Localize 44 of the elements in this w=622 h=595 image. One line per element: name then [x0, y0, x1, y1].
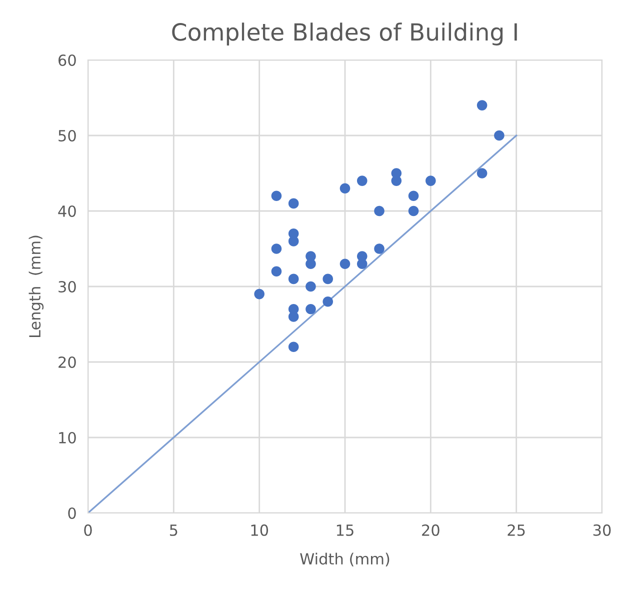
y-tick-label: 10 [59, 432, 76, 444]
x-axis-title: Width (mm) [300, 552, 390, 566]
x-tick-label: 20 [422, 524, 440, 536]
x-tick-label: 10 [251, 524, 268, 536]
point [374, 244, 384, 254]
point [340, 258, 350, 269]
y-tick-label: 60 [58, 54, 76, 66]
point [288, 198, 299, 209]
y-tick-label: 30 [58, 280, 76, 293]
point [426, 176, 436, 186]
y-tick-label: 40 [58, 205, 76, 218]
point [322, 274, 334, 284]
y-tick-label: 20 [58, 356, 76, 368]
point [408, 190, 419, 202]
point [494, 130, 504, 141]
x-tick-label: 5 [170, 524, 178, 536]
point [306, 304, 316, 314]
point [476, 100, 488, 110]
point [306, 258, 316, 269]
point [476, 168, 488, 178]
y-axis-title: Length (mm) [28, 236, 44, 338]
point [306, 281, 316, 292]
point [322, 296, 334, 307]
y-tick-label: 50 [58, 130, 76, 142]
point [408, 206, 419, 216]
x-tick-label: 15 [336, 524, 354, 536]
point [288, 312, 299, 322]
point [340, 183, 350, 194]
point [271, 190, 282, 202]
point [271, 266, 282, 277]
y-tick-label: 0 [68, 507, 76, 520]
point [356, 258, 368, 269]
point [374, 206, 384, 216]
x-tick-label: 25 [508, 524, 525, 536]
x-tick-label: 0 [84, 524, 92, 536]
chart-title: Complete Blades of Building I [172, 22, 517, 46]
x-tick-label: 30 [593, 524, 611, 536]
point [288, 236, 299, 246]
point [356, 176, 368, 186]
point [254, 288, 264, 300]
point [271, 244, 282, 254]
point [391, 176, 402, 186]
point [288, 274, 299, 284]
point [288, 342, 299, 352]
